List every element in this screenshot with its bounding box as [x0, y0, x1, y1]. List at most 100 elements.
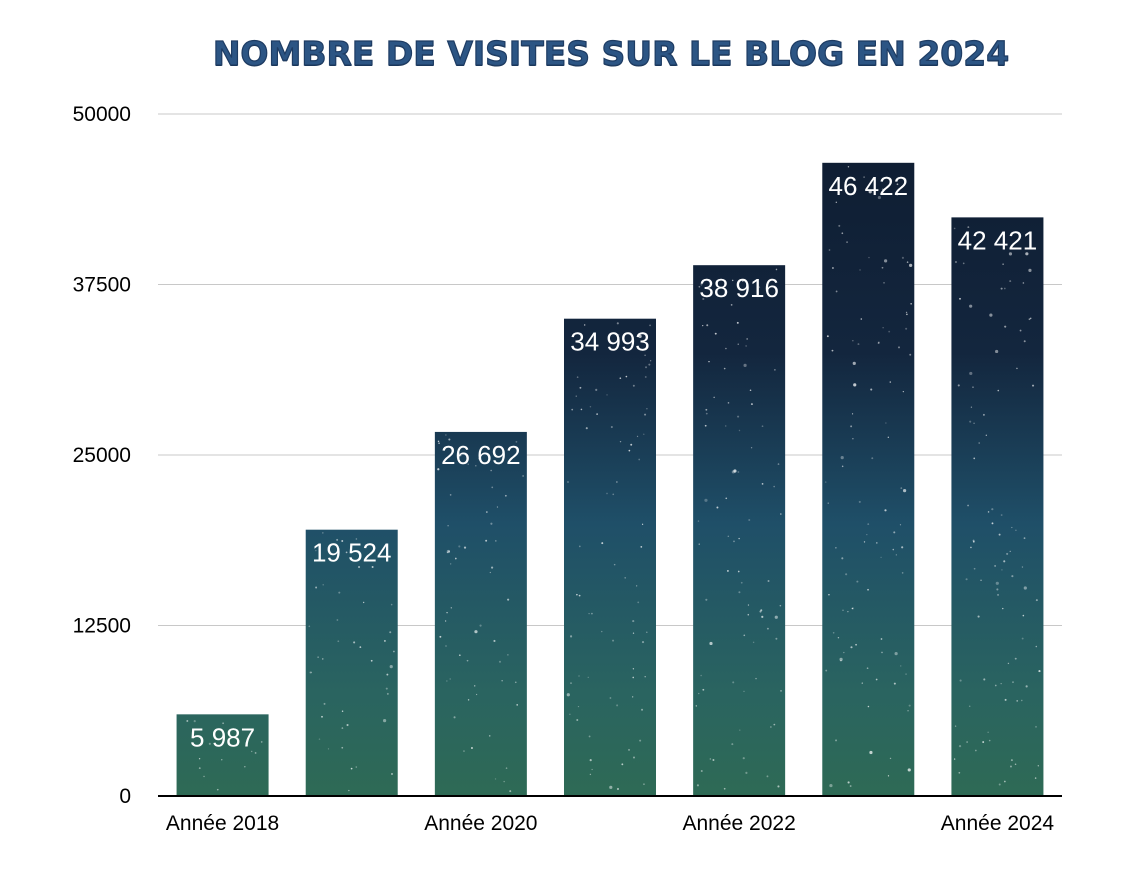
bar: [564, 318, 656, 796]
star-speck: [741, 280, 744, 282]
star-speck: [467, 463, 469, 465]
star-speck: [780, 513, 782, 515]
star-speck: [244, 766, 246, 768]
star-speck: [1000, 514, 1003, 516]
star-speck: [1008, 252, 1013, 256]
star-speck: [1035, 645, 1038, 648]
star-speck: [852, 607, 855, 610]
star-speck: [341, 746, 344, 749]
star-speck: [851, 607, 854, 610]
star-speck: [967, 504, 969, 507]
star-speck: [698, 692, 700, 695]
star-speck: [389, 665, 393, 669]
star-speck: [632, 676, 635, 679]
star-speck: [490, 469, 492, 472]
star-speck: [704, 424, 707, 427]
star-speck: [471, 747, 473, 749]
star-speck: [998, 533, 1001, 536]
star-speck: [610, 426, 613, 429]
star-speck: [709, 758, 712, 760]
star-speck: [842, 609, 844, 611]
star-speck: [747, 613, 750, 616]
star-speck: [774, 615, 778, 619]
star-speck: [638, 458, 641, 461]
star-speck: [847, 611, 849, 613]
star-speck: [840, 456, 844, 460]
star-speck: [576, 593, 578, 596]
star-speck: [576, 376, 579, 378]
star-speck: [1016, 700, 1019, 702]
star-speck: [1037, 765, 1039, 767]
star-speck: [997, 389, 1000, 392]
star-speck: [478, 457, 481, 460]
star-speck: [899, 524, 902, 526]
star-speck: [905, 327, 908, 330]
star-speck: [585, 427, 588, 430]
star-speck: [965, 578, 968, 581]
star-speck: [994, 684, 997, 687]
star-speck: [839, 657, 843, 661]
bar: [822, 162, 915, 796]
star-speck: [308, 625, 311, 628]
star-speck: [732, 681, 735, 684]
star-speck: [705, 598, 708, 601]
star-speck: [198, 758, 201, 760]
star-speck: [458, 654, 461, 657]
star-speck: [587, 676, 589, 678]
star-speck: [972, 386, 974, 388]
star-speck: [750, 447, 753, 449]
star-speck: [1007, 662, 1010, 665]
star-speck: [709, 641, 713, 646]
star-speck: [856, 580, 859, 583]
star-speck: [853, 383, 857, 387]
star-speck: [893, 531, 896, 534]
star-speck: [507, 654, 509, 656]
star-speck: [389, 631, 392, 634]
star-speck: [828, 594, 830, 596]
star-speck: [867, 705, 870, 708]
star-speck: [321, 715, 323, 718]
star-speck: [1021, 566, 1024, 568]
star-speck: [645, 366, 648, 369]
star-speck: [901, 546, 904, 549]
star-speck: [700, 674, 702, 677]
star-speck: [738, 429, 741, 432]
star-speck: [463, 750, 465, 753]
star-speck: [712, 759, 715, 761]
star-speck: [632, 619, 635, 623]
y-tick-label: 50000: [73, 103, 131, 126]
star-speck: [467, 699, 470, 701]
star-speck: [985, 434, 987, 436]
star-speck: [837, 636, 840, 639]
star-speck: [449, 494, 452, 496]
star-speck: [702, 325, 704, 327]
y-tick-label: 12500: [73, 615, 131, 638]
star-speck: [350, 545, 353, 548]
star-speck: [905, 673, 907, 675]
star-speck: [852, 340, 854, 342]
star-speck: [1023, 340, 1026, 343]
star-speck: [1021, 699, 1023, 702]
star-speck: [1011, 575, 1014, 578]
star-speck: [1023, 586, 1027, 590]
star-speck: [1032, 384, 1035, 387]
star-speck: [644, 376, 647, 378]
star-speck: [850, 646, 853, 649]
data-label: 34 993: [570, 327, 650, 357]
star-speck: [851, 413, 854, 415]
star-speck: [863, 176, 865, 178]
y-tick-label: 25000: [73, 444, 131, 467]
star-speck: [1012, 681, 1014, 683]
star-speck: [632, 668, 635, 670]
star-speck: [766, 775, 769, 778]
star-speck: [613, 563, 616, 566]
star-speck: [838, 224, 841, 227]
star-speck: [736, 321, 739, 324]
star-speck: [698, 285, 701, 288]
star-speck: [370, 659, 373, 662]
star-speck: [1022, 282, 1025, 284]
star-speck: [341, 540, 344, 542]
bar: [305, 529, 398, 796]
star-speck: [704, 498, 708, 502]
